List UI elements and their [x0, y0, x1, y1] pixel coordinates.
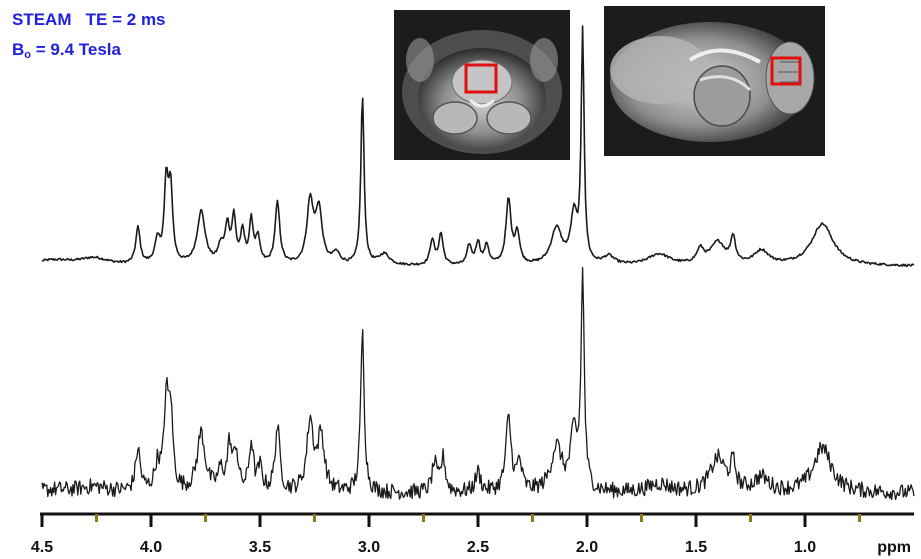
- tick-label-0: 4.5: [31, 539, 53, 556]
- voi-box-coronal: [464, 63, 498, 94]
- field-value: = 9.4 Tesla: [31, 40, 121, 59]
- tick-label-7: 1.0: [794, 539, 816, 556]
- spectrum-trace-lower: [41, 266, 915, 501]
- tick-label-2: 3.5: [249, 539, 271, 556]
- field-symbol: B: [12, 40, 25, 59]
- field-strength-label: Bo = 9.4 Tesla: [12, 40, 121, 61]
- spectrum-trace-upper: [41, 25, 915, 268]
- tick-label-5: 2.0: [576, 539, 598, 556]
- sagittal-mri-inset: [604, 6, 825, 156]
- tick-label-1: 4.0: [140, 539, 162, 556]
- tick-label-3: 3.0: [358, 539, 380, 556]
- tick-label-4: 2.5: [467, 539, 489, 556]
- x-axis-label: ppm: [877, 539, 911, 556]
- field-subscript: o: [24, 49, 32, 61]
- coronal-mri-inset: [394, 10, 570, 160]
- x-axis-ticks: [40, 514, 861, 527]
- x-axis-tick-labels: 4.5 4.0 3.5 3.0 2.5 2.0 1.5 1.0: [31, 539, 816, 556]
- voi-box-sagittal: [770, 56, 802, 86]
- acquisition-label: STEAM TE = 2 ms: [12, 10, 166, 29]
- tick-label-6: 1.5: [685, 539, 707, 556]
